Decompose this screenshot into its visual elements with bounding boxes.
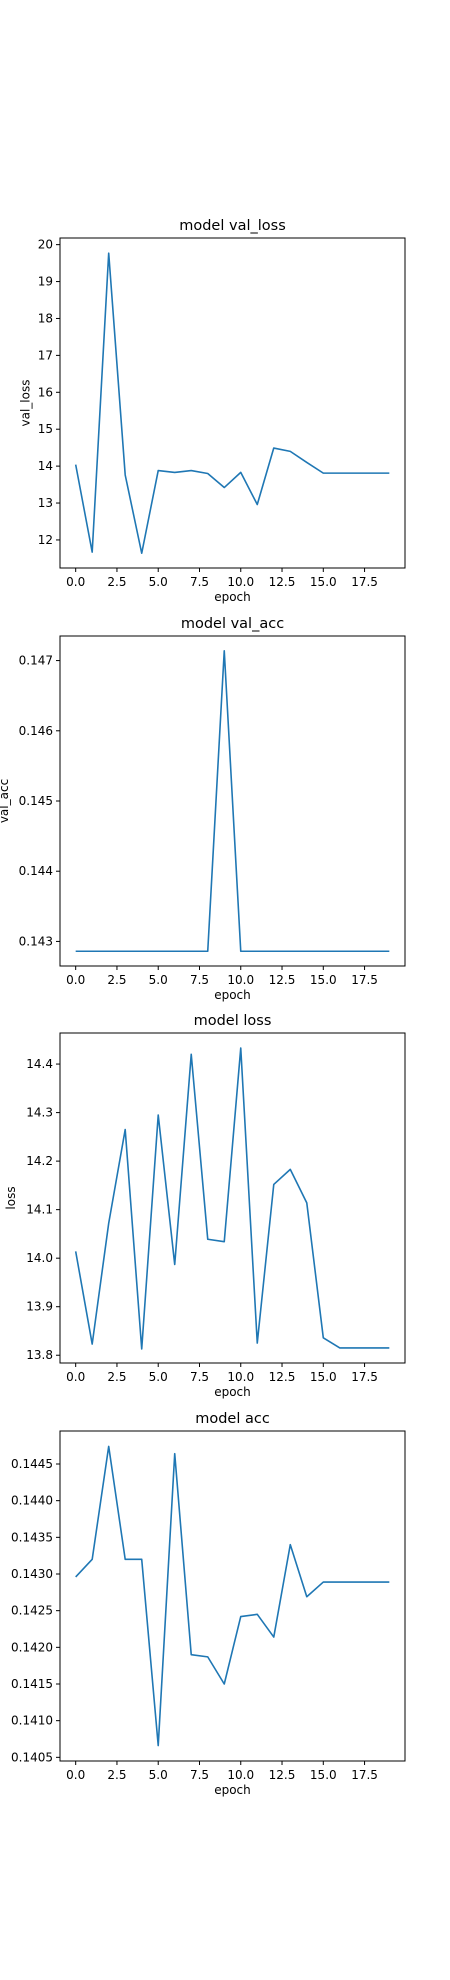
x-axis-label: epoch bbox=[214, 1783, 251, 1797]
x-tick-label: 2.5 bbox=[107, 1768, 126, 1782]
y-tick-label: 0.1430 bbox=[11, 1567, 53, 1581]
x-tick-label: 15.0 bbox=[310, 1370, 337, 1384]
x-tick-label: 2.5 bbox=[107, 1370, 126, 1384]
x-tick-label: 7.5 bbox=[190, 575, 209, 589]
x-tick-label: 2.5 bbox=[107, 575, 126, 589]
y-tick-label: 0.1445 bbox=[11, 1457, 53, 1471]
y-tick-label: 0.146 bbox=[19, 724, 53, 738]
y-tick-label: 17 bbox=[38, 348, 53, 362]
chart-4: 0.0 2.5 5.0 7.5 10.0 12.5 15.0 17.5 0.1405 0.1410… bbox=[11, 1411, 406, 1797]
x-tick-label: 0.0 bbox=[66, 1768, 85, 1782]
y-tick-label: 14.4 bbox=[26, 1057, 53, 1071]
y-tick-label: 14.1 bbox=[26, 1203, 53, 1217]
x-tick-label: 5.0 bbox=[149, 1768, 168, 1782]
plot-frame bbox=[59, 1430, 406, 1762]
x-tick-label: 17.5 bbox=[351, 1768, 378, 1782]
y-tick-label: 0.1420 bbox=[11, 1640, 53, 1654]
chart-title: model val_acc bbox=[181, 616, 284, 632]
y-tick-label: 20 bbox=[38, 238, 53, 252]
x-tick-label: 10.0 bbox=[227, 973, 254, 987]
chart-3: 0.0 2.5 5.0 7.5 10.0 12.5 15.0 17.5 13.8 13.9 14.0… bbox=[4, 1013, 406, 1399]
x-tick-label: 5.0 bbox=[149, 1370, 168, 1384]
y-tick-label: 15 bbox=[38, 422, 53, 436]
x-tick-label: 0.0 bbox=[66, 973, 85, 987]
y-tick-label: 13.8 bbox=[26, 1348, 53, 1362]
x-tick-label: 7.5 bbox=[190, 1370, 209, 1384]
chart-2: 0.0 2.5 5.0 7.5 10.0 12.5 15.0 17.5 0.143 0.144 0.… bbox=[0, 616, 406, 1002]
x-tick-label: 5.0 bbox=[149, 575, 168, 589]
y-axis-label: val_loss bbox=[19, 380, 33, 427]
x-tick-label: 0.0 bbox=[66, 1370, 85, 1384]
y-axis-label: val_acc bbox=[0, 779, 11, 823]
x-tick-label: 12.5 bbox=[269, 1370, 296, 1384]
y-tick-label: 0.145 bbox=[19, 794, 53, 808]
chart-title: model val_loss bbox=[179, 218, 286, 234]
y-tick-label: 0.1440 bbox=[11, 1494, 53, 1508]
x-tick-label: 17.5 bbox=[351, 575, 378, 589]
x-tick-label: 7.5 bbox=[190, 1768, 209, 1782]
y-tick-label: 0.143 bbox=[19, 934, 53, 948]
x-tick-label: 5.0 bbox=[149, 973, 168, 987]
x-tick-label: 10.0 bbox=[227, 1370, 254, 1384]
y-tick-label: 13.9 bbox=[26, 1300, 53, 1314]
y-tick-label: 0.1415 bbox=[11, 1677, 53, 1691]
chart-title: model loss bbox=[194, 1013, 272, 1029]
x-tick-label: 15.0 bbox=[310, 575, 337, 589]
x-tick-label: 10.0 bbox=[227, 1768, 254, 1782]
x-tick-label: 12.5 bbox=[269, 973, 296, 987]
y-tick-label: 0.1435 bbox=[11, 1530, 53, 1544]
x-axis-label: epoch bbox=[214, 988, 251, 1002]
chart-1: 0.0 2.5 5.0 7.5 10.0 12.5 15.0 17.5 12 13 14 15 16 17… bbox=[19, 218, 406, 604]
y-tick-label: 14.0 bbox=[26, 1251, 53, 1265]
y-tick-label: 0.144 bbox=[19, 864, 53, 878]
y-tick-label: 16 bbox=[38, 385, 53, 399]
y-axis-label: loss bbox=[4, 1186, 18, 1209]
y-tick-label: 12 bbox=[38, 533, 53, 547]
x-tick-label: 0.0 bbox=[66, 575, 85, 589]
x-tick-label: 15.0 bbox=[310, 1768, 337, 1782]
x-tick-label: 17.5 bbox=[351, 973, 378, 987]
series-line bbox=[75, 649, 390, 953]
y-tick-label: 13 bbox=[38, 496, 53, 510]
y-tick-label: 0.1410 bbox=[11, 1714, 53, 1728]
x-tick-label: 7.5 bbox=[190, 973, 209, 987]
y-tick-label: 19 bbox=[38, 275, 53, 289]
y-tick-label: 0.1425 bbox=[11, 1604, 53, 1618]
x-tick-label: 2.5 bbox=[107, 973, 126, 987]
chart-title: model acc bbox=[195, 1411, 270, 1427]
series-line bbox=[75, 1445, 390, 1747]
series-line bbox=[74, 1047, 390, 1350]
x-tick-label: 17.5 bbox=[351, 1370, 378, 1384]
y-tick-label: 0.1405 bbox=[11, 1750, 53, 1764]
x-tick-label: 12.5 bbox=[269, 1768, 296, 1782]
y-tick-label: 14.3 bbox=[26, 1106, 53, 1120]
series-line bbox=[74, 252, 390, 555]
x-axis-label: epoch bbox=[214, 1385, 251, 1399]
y-tick-label: 14.2 bbox=[26, 1154, 53, 1168]
x-axis-label: epoch bbox=[214, 590, 251, 604]
x-tick-label: 10.0 bbox=[227, 575, 254, 589]
plot-frame bbox=[59, 237, 406, 569]
y-tick-label: 18 bbox=[38, 311, 53, 325]
y-tick-label: 14 bbox=[38, 459, 53, 473]
plot-frame bbox=[59, 1032, 406, 1364]
x-tick-label: 12.5 bbox=[269, 575, 296, 589]
y-tick-label: 0.147 bbox=[19, 654, 53, 668]
x-tick-label: 15.0 bbox=[310, 973, 337, 987]
